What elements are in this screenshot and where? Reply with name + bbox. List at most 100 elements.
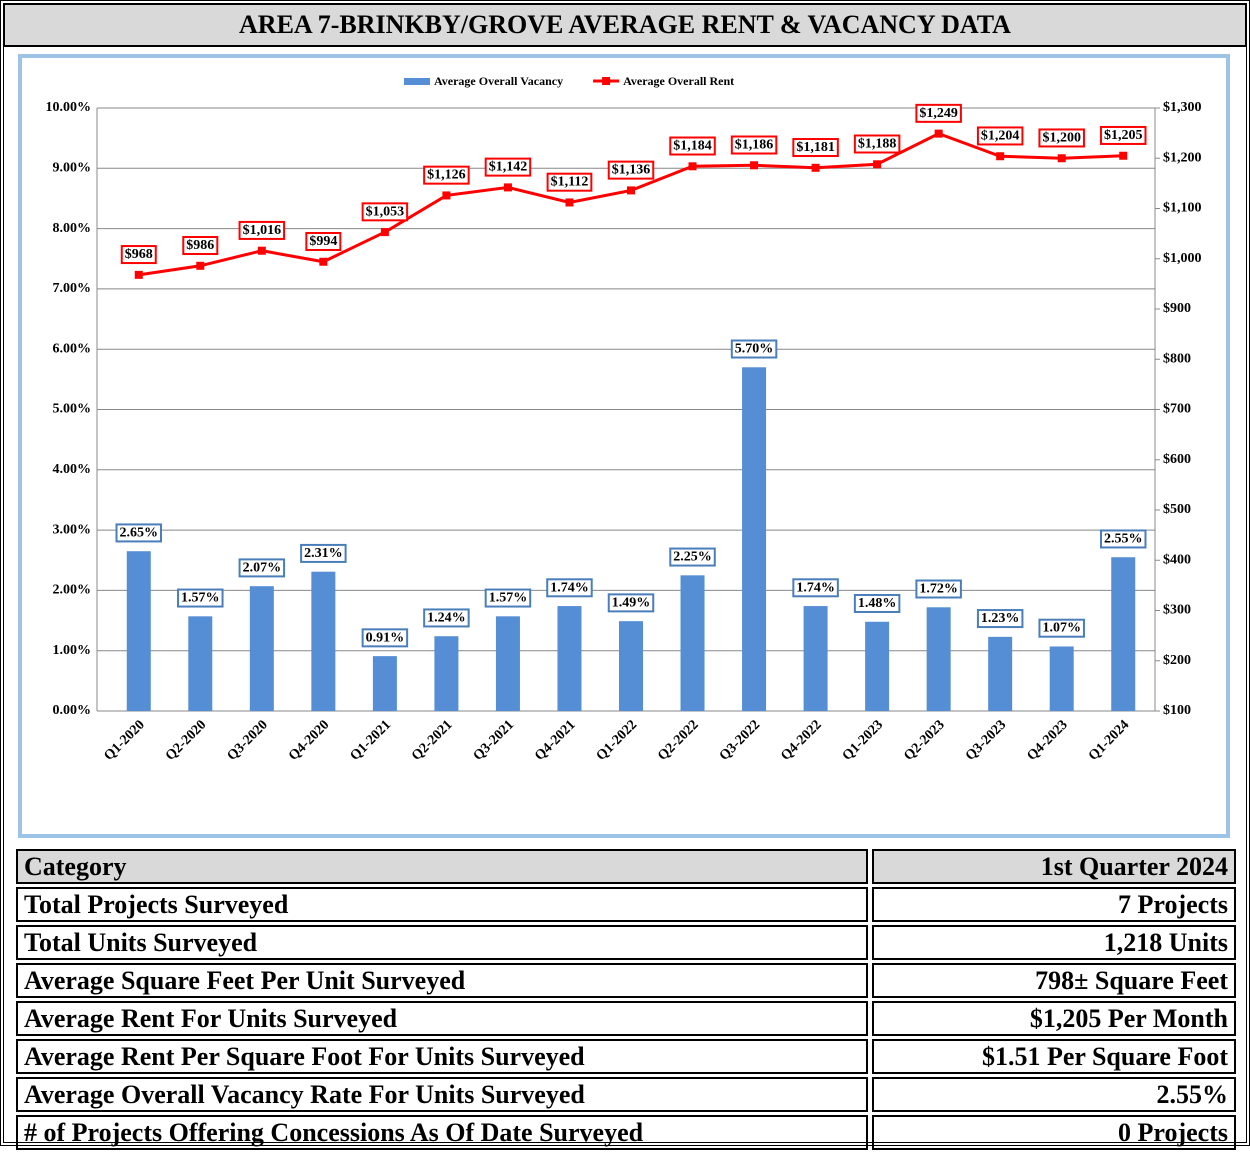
data-label: 1.49% <box>612 595 651 610</box>
data-label: $994 <box>309 234 337 249</box>
data-label-box <box>730 135 778 155</box>
data-label: $1,016 <box>243 223 282 238</box>
line-marker <box>1057 154 1066 163</box>
y-tick-label: 7.00% <box>53 281 92 296</box>
table-row: Total Units Surveyed 1,218 Units <box>16 925 1236 960</box>
line-marker <box>565 198 574 207</box>
table-row: Total Projects Surveyed 7 Projects <box>16 887 1236 922</box>
line-marker <box>319 257 328 266</box>
data-label: $1,181 <box>796 140 835 155</box>
y2-tick-label: $200 <box>1163 653 1191 668</box>
data-label: 2.25% <box>673 550 712 565</box>
bar <box>1111 557 1136 711</box>
table-cell: # of Projects Offering Concessions As Of… <box>16 1115 868 1150</box>
y-tick-label: 9.00% <box>53 161 92 176</box>
data-label-box <box>669 547 716 567</box>
y2-tick-label: $1,300 <box>1163 100 1202 115</box>
data-label-box <box>853 593 901 613</box>
bar <box>372 656 397 711</box>
data-label: $1,142 <box>489 160 528 175</box>
data-label-box <box>120 245 157 265</box>
title-bar <box>4 4 1246 47</box>
data-label: 2.65% <box>120 525 159 540</box>
y-tick-label: 1.00% <box>53 643 92 658</box>
table-cell: Average Rent Per Square Foot For Units S… <box>16 1039 868 1074</box>
y-tick-label: 8.00% <box>53 221 92 236</box>
table-row: Average Rent Per Square Foot For Units S… <box>16 1039 1236 1074</box>
data-label-box <box>853 134 901 154</box>
data-label-box <box>1099 125 1147 145</box>
table-cell: Category <box>16 849 868 884</box>
bar <box>988 636 1013 711</box>
y2-tick-label: $900 <box>1163 301 1191 316</box>
data-label: $1,249 <box>919 106 958 121</box>
data-label: $1,126 <box>427 168 466 183</box>
data-label-box <box>423 165 470 185</box>
data-label: $1,186 <box>735 138 774 153</box>
y2-tick-label: $500 <box>1163 502 1191 517</box>
bar <box>680 575 705 711</box>
bar <box>249 586 274 711</box>
line-marker <box>380 228 389 237</box>
legend-label: Average Overall Vacancy <box>434 74 563 88</box>
y-tick-label: 10.00% <box>46 100 92 115</box>
line-marker <box>811 163 820 172</box>
data-label-box <box>1038 128 1085 148</box>
y-tick-label: 2.00% <box>53 583 92 598</box>
bar <box>619 621 643 711</box>
data-label: $986 <box>186 238 214 253</box>
data-label: 1.74% <box>550 580 589 595</box>
bar <box>126 551 151 711</box>
line-marker <box>873 160 882 169</box>
data-label-box <box>976 126 1024 146</box>
line-marker <box>688 162 697 171</box>
y-tick-label: 4.00% <box>53 462 92 477</box>
y2-tick-label: $700 <box>1163 402 1191 417</box>
bar <box>188 616 213 711</box>
table-cell: Total Units Surveyed <box>16 925 868 960</box>
data-label: $968 <box>125 247 153 262</box>
table-row: Average Overall Vacancy Rate For Units S… <box>16 1077 1236 1112</box>
data-label-box <box>915 579 962 599</box>
data-label-box <box>546 172 593 192</box>
data-label-box <box>238 220 286 240</box>
data-label: 1.57% <box>181 591 220 606</box>
chart-title: AREA 7-BRINKBY/GROVE AVERAGE RENT & VACA… <box>239 10 1011 39</box>
line-marker <box>196 261 205 270</box>
data-label-box <box>607 160 655 180</box>
data-label: 1.74% <box>796 580 835 595</box>
y2-tick-label: $1,200 <box>1163 150 1202 165</box>
y-tick-label: 6.00% <box>53 341 92 356</box>
data-label-box <box>1099 529 1147 549</box>
data-label-box <box>238 558 286 578</box>
data-label: 1.23% <box>981 611 1020 626</box>
table-row: Category 1st Quarter 2024 <box>16 849 1236 884</box>
bar <box>926 607 951 711</box>
table-cell: $1,205 Per Month <box>872 1001 1236 1036</box>
y2-tick-label: $400 <box>1163 552 1191 567</box>
bar <box>865 621 890 711</box>
data-label-box <box>484 588 532 608</box>
y-tick-label: 0.00% <box>53 703 92 718</box>
y2-tick-label: $600 <box>1163 452 1191 467</box>
table-cell: $1.51 Per Square Foot <box>872 1039 1236 1074</box>
line-marker <box>750 161 759 170</box>
data-label-box <box>182 236 219 256</box>
table-cell: 1,218 Units <box>872 925 1236 960</box>
data-label: $1,188 <box>858 136 897 151</box>
table-cell: 2.55% <box>872 1077 1236 1112</box>
data-label-box <box>792 578 839 598</box>
data-label-box <box>1038 618 1085 638</box>
data-label: $1,204 <box>981 128 1020 143</box>
data-label: 1.07% <box>1042 621 1081 636</box>
legend-label: Average Overall Rent <box>623 74 734 88</box>
line-marker <box>1119 151 1128 160</box>
data-label: 1.24% <box>427 610 466 625</box>
y2-tick-label: $100 <box>1163 703 1191 718</box>
data-label-box <box>607 593 655 613</box>
data-label: 1.48% <box>858 596 897 611</box>
table-cell: 798± Square Feet <box>872 963 1236 998</box>
table-cell: Average Square Feet Per Unit Surveyed <box>16 963 868 998</box>
chart: AREA 7-BRINKBY/GROVE AVERAGE RENT & VACA… <box>4 4 1246 838</box>
